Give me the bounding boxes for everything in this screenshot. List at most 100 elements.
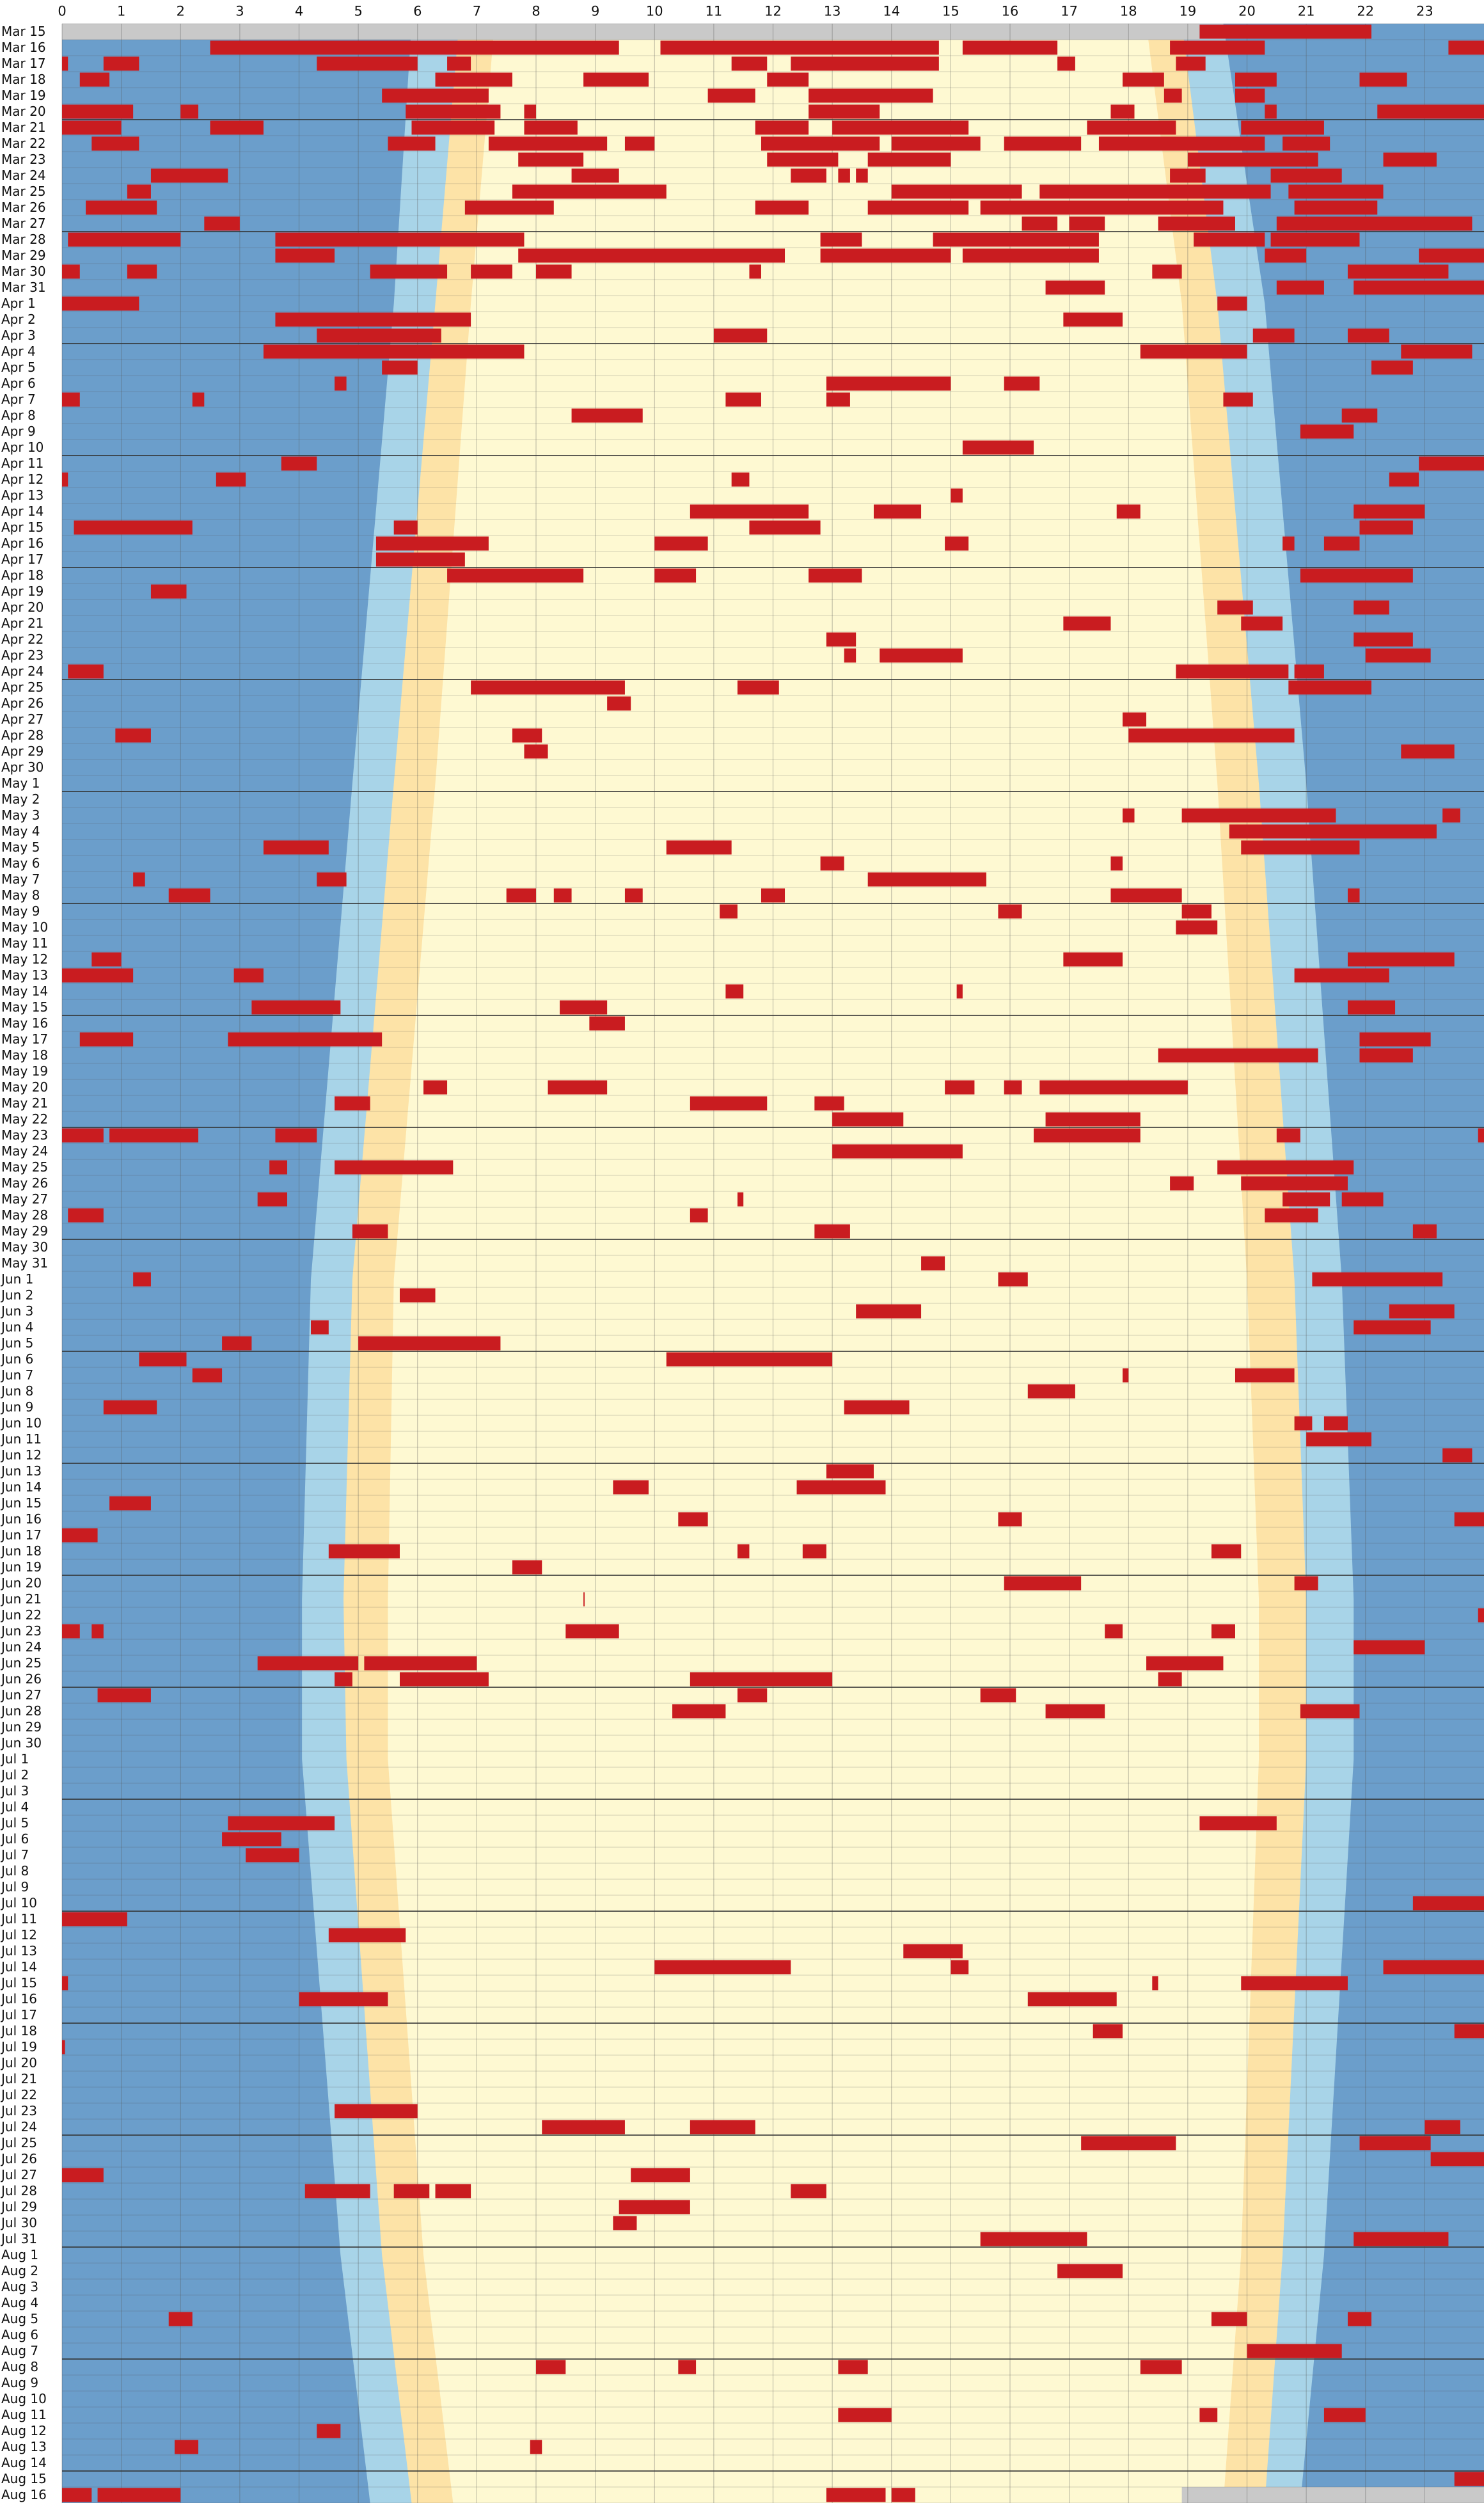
activity-bar — [311, 1320, 329, 1335]
activity-bar — [192, 1368, 223, 1383]
activity-bar — [749, 264, 761, 279]
activity-bar — [1045, 1112, 1141, 1127]
activity-bar — [447, 568, 584, 583]
activity-bar — [1300, 424, 1354, 439]
y-tick-label: Jul 5 — [0, 1815, 29, 1831]
x-tick-label: 0 — [58, 4, 66, 19]
x-tick-label: 14 — [883, 4, 900, 19]
activity-bar — [62, 104, 134, 119]
x-tick-label: 9 — [591, 4, 599, 19]
activity-bar — [204, 216, 240, 231]
activity-bar — [1140, 344, 1247, 359]
activity-bar — [1294, 1416, 1313, 1431]
activity-bar — [233, 968, 264, 983]
activity-bar — [536, 2360, 566, 2374]
activity-bar — [399, 1288, 436, 1303]
y-tick-label: May 23 — [1, 1127, 48, 1143]
activity-bar — [97, 2488, 181, 2502]
activity-bar — [1217, 600, 1253, 615]
activity-bar — [1158, 1048, 1318, 1063]
y-tick-label: Jul 28 — [0, 2183, 37, 2198]
activity-bar — [1093, 2024, 1123, 2038]
activity-bar — [246, 1848, 299, 1863]
activity-bar — [838, 2360, 868, 2374]
activity-bar — [1276, 1128, 1300, 1143]
day-band — [388, 24, 1259, 2503]
activity-bar — [832, 1112, 904, 1127]
activity-bar — [951, 1960, 969, 1975]
activity-bar — [263, 840, 329, 855]
activity-bar — [1211, 2312, 1247, 2326]
y-tick-label: Mar 25 — [1, 184, 46, 199]
activity-bar — [471, 264, 512, 279]
activity-bar — [820, 232, 862, 247]
y-tick-label: Aug 13 — [1, 2439, 47, 2454]
activity-bar — [690, 1672, 833, 1687]
activity-bar — [1181, 904, 1212, 919]
activity-bar — [826, 376, 951, 391]
y-tick-label: Apr 3 — [1, 328, 36, 343]
y-tick-label: Jul 29 — [0, 2199, 37, 2214]
activity-bar — [1199, 24, 1372, 39]
y-tick-label: Mar 29 — [1, 248, 46, 263]
activity-bar — [1347, 264, 1449, 279]
y-tick-label: Apr 30 — [1, 759, 43, 775]
y-tick-label: Mar 21 — [1, 120, 46, 135]
activity-bar — [666, 1352, 833, 1367]
activity-bar — [1217, 296, 1247, 311]
y-tick-label: Aug 7 — [1, 2343, 38, 2358]
activity-bar — [624, 888, 643, 903]
activity-bar — [903, 1944, 963, 1959]
activity-bar — [91, 952, 122, 967]
activity-bar — [1270, 232, 1360, 247]
activity-bar — [382, 88, 489, 103]
y-tick-label: Mar 22 — [1, 136, 46, 151]
activity-bar — [352, 1224, 388, 1239]
y-tick-label: Jun 23 — [0, 1623, 42, 1639]
activity-bar — [707, 88, 755, 103]
activity-bar — [891, 184, 1022, 199]
activity-bar — [399, 1672, 489, 1687]
activity-bar — [725, 984, 744, 999]
y-tick-label: Apr 6 — [1, 376, 36, 391]
activity-bar — [127, 184, 151, 199]
y-tick-label: Jul 19 — [0, 2039, 37, 2054]
activity-bar — [1039, 1080, 1188, 1095]
activity-bar — [1412, 1224, 1437, 1239]
y-tick-label: Jun 17 — [0, 1527, 42, 1543]
activity-bar — [1265, 1208, 1318, 1223]
y-tick-label: Jun 2 — [0, 1287, 33, 1303]
x-tick-label: 13 — [824, 4, 841, 19]
activity-bar — [91, 136, 139, 151]
activity-bar — [583, 72, 649, 87]
y-tick-label: May 3 — [1, 807, 40, 823]
y-tick-label: Jul 14 — [0, 1959, 37, 1975]
y-tick-label: May 19 — [1, 1063, 48, 1079]
y-tick-label: Jun 20 — [0, 1575, 42, 1591]
activity-bar — [1027, 1992, 1117, 2006]
y-tick-label: Jun 27 — [0, 1687, 42, 1703]
activity-bar — [1347, 888, 1360, 903]
y-tick-label: Aug 12 — [1, 2423, 47, 2438]
activity-bar — [814, 1224, 850, 1239]
y-tick-label: Aug 2 — [1, 2263, 38, 2278]
activity-bar — [873, 504, 922, 519]
activity-bar — [1323, 536, 1360, 551]
y-tick-label: Jul 30 — [0, 2215, 37, 2230]
activity-bar — [62, 392, 80, 407]
activity-bar — [251, 1000, 341, 1015]
y-tick-label: May 18 — [1, 1047, 48, 1063]
activity-bar — [755, 200, 809, 215]
activity-bar — [1448, 40, 1484, 55]
activity-bar — [844, 1400, 910, 1415]
activity-bar — [1081, 2136, 1176, 2150]
activity-bar — [317, 872, 347, 887]
activity-bar — [1057, 56, 1075, 71]
activity-bar — [672, 1704, 726, 1719]
activity-bar — [1306, 1432, 1372, 1447]
x-tick-label: 15 — [942, 4, 959, 19]
y-tick-label: Jun 15 — [0, 1495, 42, 1511]
y-tick-label: Jun 4 — [0, 1319, 33, 1335]
activity-bar — [68, 664, 104, 679]
activity-bar — [1454, 2024, 1484, 2038]
